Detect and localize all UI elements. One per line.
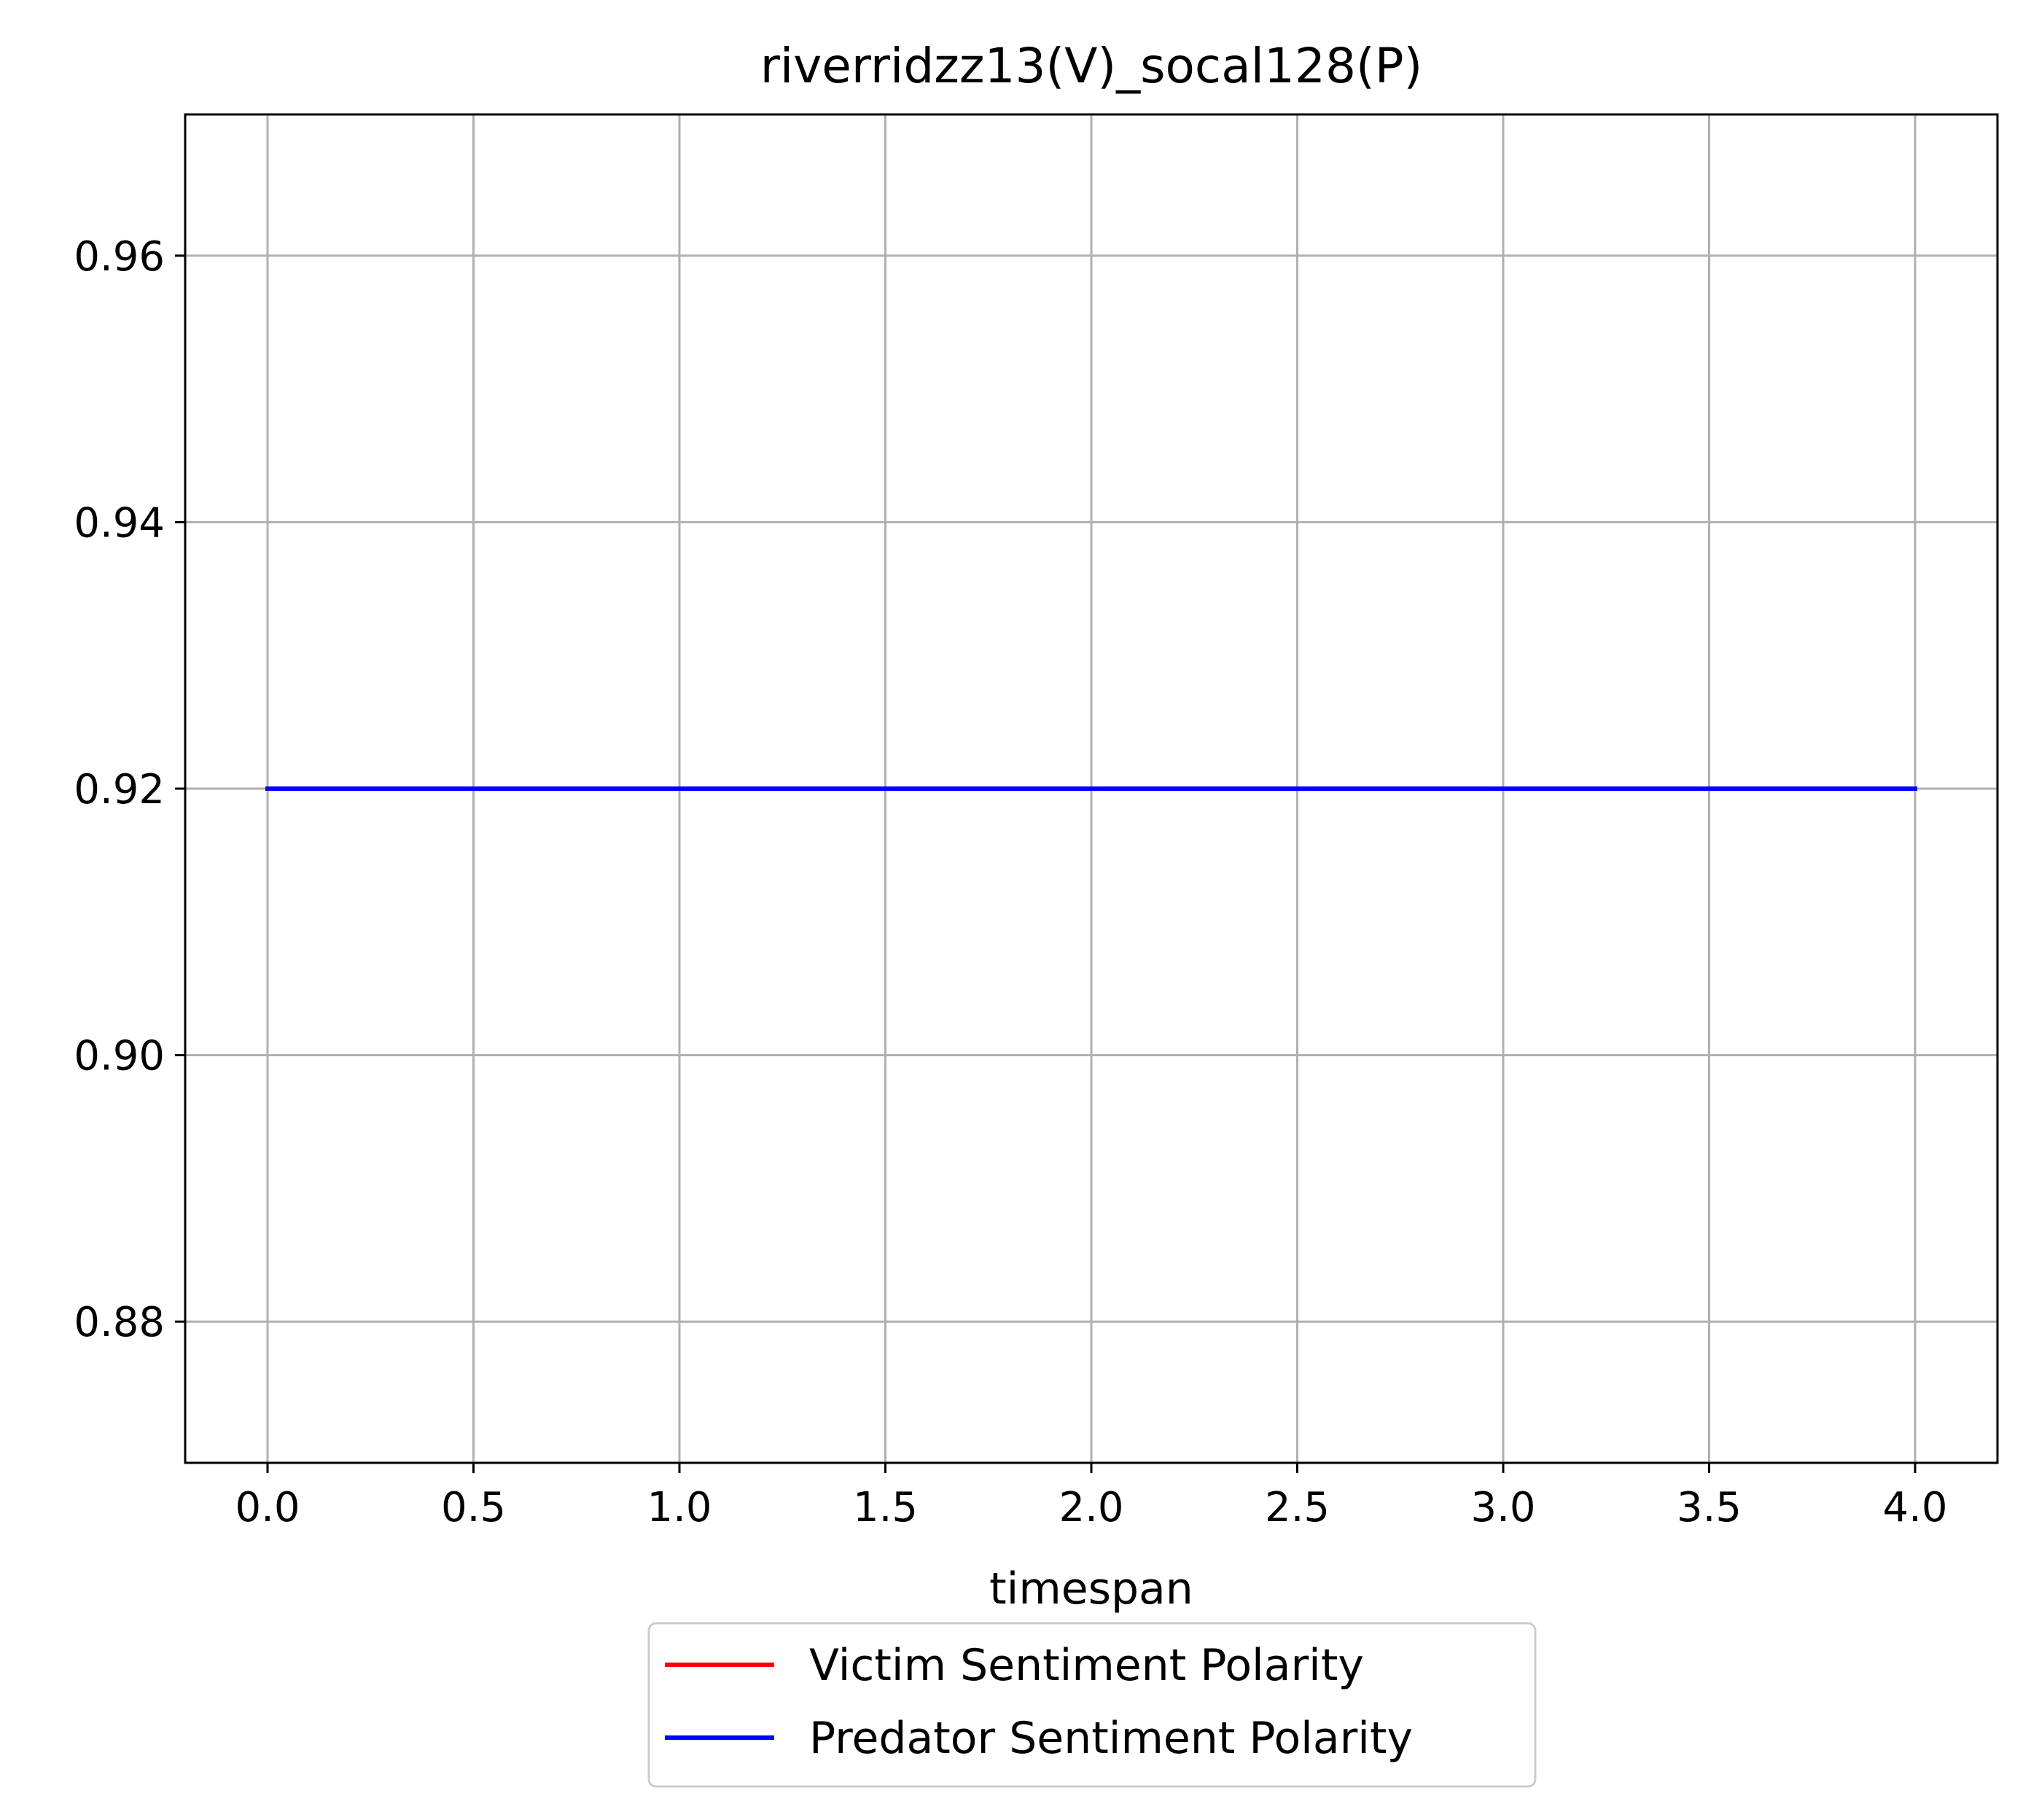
legend: Victim Sentiment Polarity Predator Sentim… xyxy=(647,1622,1537,1788)
x-tick-label: 3.5 xyxy=(1677,1484,1742,1531)
x-axis: 0.0 0.5 1.0 1.5 2.0 2.5 3.0 3.5 4.0 xyxy=(235,1463,1948,1531)
y-tick-label: 0.96 xyxy=(74,233,165,281)
y-tick-label: 0.90 xyxy=(74,1033,165,1080)
y-axis: 0.88 0.90 0.92 0.94 0.96 xyxy=(74,233,185,1346)
x-tick-label: 0.5 xyxy=(441,1484,506,1531)
y-tick-label: 0.94 xyxy=(74,499,165,547)
legend-label: Predator Sentiment Polarity xyxy=(809,1713,1413,1764)
x-tick-label: 1.0 xyxy=(647,1484,712,1531)
chart-title: riverridzz13(V)_socal128(P) xyxy=(760,38,1423,94)
y-tick-label: 0.88 xyxy=(74,1299,165,1346)
x-tick-label: 1.5 xyxy=(853,1484,918,1531)
x-tick-label: 3.0 xyxy=(1470,1484,1535,1531)
x-tick-label: 4.0 xyxy=(1882,1484,1947,1531)
x-tick-label: 2.0 xyxy=(1059,1484,1123,1531)
x-tick-label: 2.5 xyxy=(1265,1484,1330,1531)
y-tick-label: 0.92 xyxy=(74,766,165,813)
x-tick-label: 0.0 xyxy=(235,1484,300,1531)
x-axis-label: timespan xyxy=(989,1563,1193,1614)
legend-frame xyxy=(647,1622,1537,1788)
legend-label: Victim Sentiment Polarity xyxy=(809,1640,1364,1691)
